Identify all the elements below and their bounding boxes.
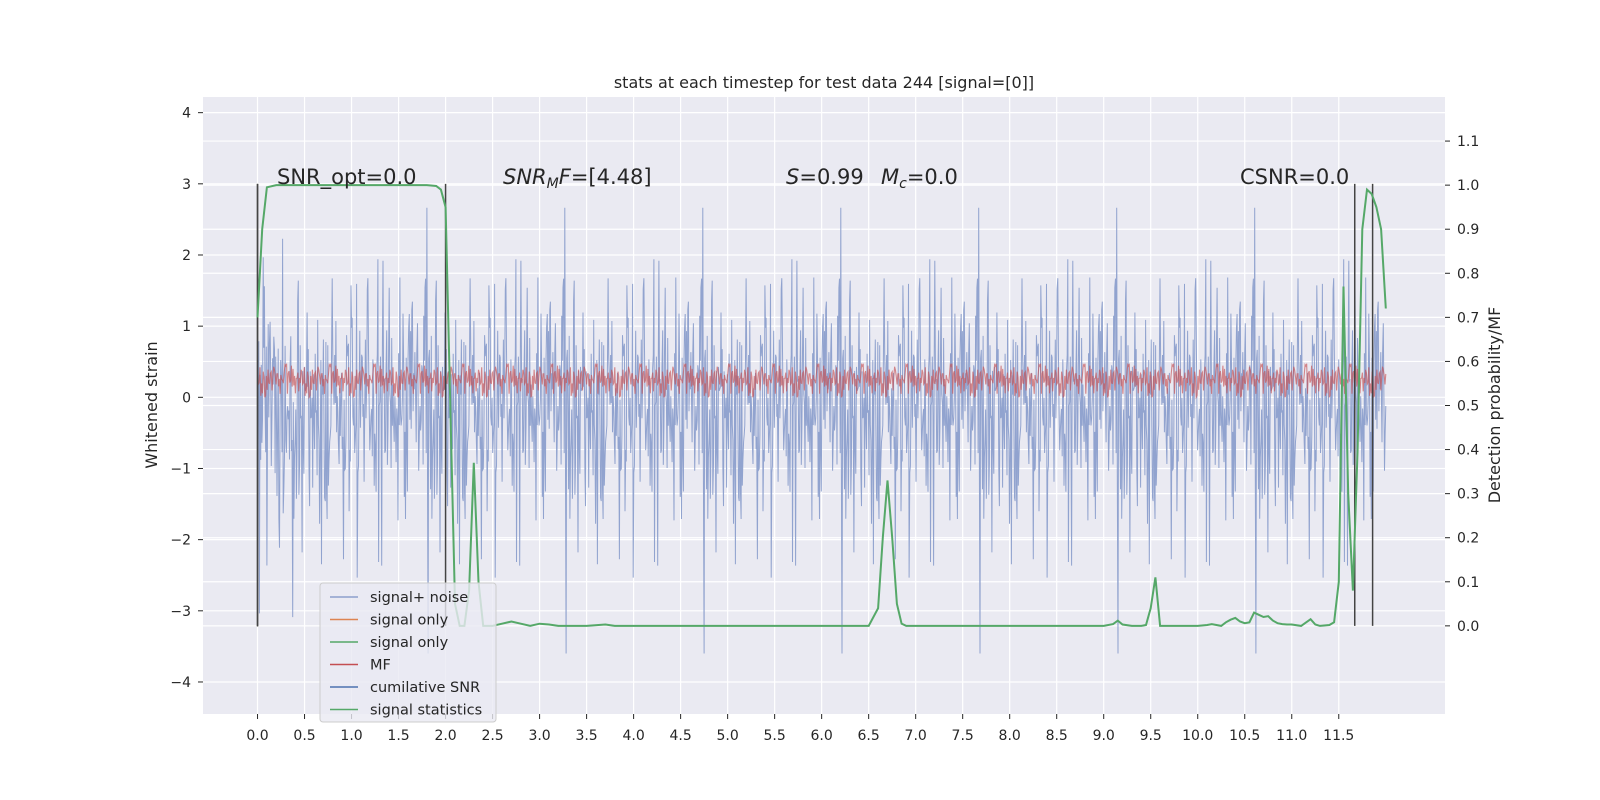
- y-right-tick-label: 1.0: [1457, 178, 1479, 194]
- x-tick-label: 2.5: [481, 728, 503, 744]
- x-tick-label: 4.5: [669, 728, 691, 744]
- legend-label: MF: [370, 658, 391, 674]
- x-tick-label: 8.5: [1046, 728, 1068, 744]
- x-tick-label: 2.0: [434, 728, 456, 744]
- legend: signal+ noise signal only signal only MF cum…: [319, 582, 497, 723]
- y-right-tick-label: 0.0: [1457, 619, 1479, 635]
- y-right-tick-label: 0.7: [1457, 310, 1479, 326]
- x-tick-label: 6.5: [858, 728, 880, 744]
- x-tick-label: 8.0: [999, 728, 1021, 744]
- annotation-csnr: CSNR=0.0: [1240, 165, 1349, 189]
- x-tick-label: 1.5: [387, 728, 409, 744]
- y-tick-label: −1: [170, 461, 191, 477]
- y-tick-label: −2: [170, 533, 191, 549]
- x-tick-label: 6.0: [811, 728, 833, 744]
- signal-statistics-line: [256, 184, 1387, 627]
- x-tick-label: 7.5: [952, 728, 974, 744]
- x-tick-label: 0.5: [293, 728, 315, 744]
- y-axis-right-label: Detection probability/MF: [1485, 307, 1504, 504]
- x-tick-label: 7.0: [905, 728, 927, 744]
- x-tick-label: 10.5: [1229, 728, 1260, 744]
- y-right-tick-label: 0.9: [1457, 222, 1479, 238]
- y-tick-label: 3: [182, 177, 191, 193]
- y-tick-label: 0: [182, 390, 191, 406]
- x-tick-label: 3.5: [575, 728, 597, 744]
- x-tick-label: 11.0: [1276, 728, 1307, 744]
- y-tick-label: −4: [170, 675, 191, 691]
- y-right-tick-label: 0.5: [1457, 399, 1479, 415]
- x-tick-label: 11.5: [1323, 728, 1354, 744]
- legend-box: [319, 582, 497, 723]
- x-tick-label: 10.0: [1182, 728, 1213, 744]
- y-tick-label: 1: [182, 319, 191, 335]
- annotation-snr-opt: SNR_opt=0.0: [277, 165, 417, 190]
- y-tick-label: 2: [182, 248, 191, 264]
- y-axis-right: 1.1 1.0 0.9 0.8 0.7 0.6 0.5 0.4 0.3 0.2 0.1 0.0: [1445, 134, 1479, 635]
- y-right-tick-label: 0.3: [1457, 487, 1479, 503]
- y-axis-left: 4 3 2 1 0 −1 −2 −3 −4: [170, 106, 203, 691]
- series-signal-statistics: [256, 184, 1387, 627]
- legend-label: signal statistics: [370, 703, 482, 719]
- y-right-tick-label: 0.6: [1457, 354, 1479, 370]
- annotation-snr-mf: SNRMF=[4.48]: [503, 165, 652, 192]
- y-tick-label: 4: [182, 106, 191, 122]
- x-tick-label: 0.0: [246, 728, 268, 744]
- x-axis: 0.0 0.5 1.0 1.5 2.0 2.5 3.0 3.5 4.0 4.5 5.0 5.5 6.0 6…: [246, 714, 1354, 744]
- x-tick-label: 3.0: [528, 728, 550, 744]
- chart-title: stats at each timestep for test data 244…: [614, 73, 1034, 92]
- vertical-markers: [256, 183, 1374, 627]
- y-right-tick-label: 0.8: [1457, 266, 1479, 282]
- y-tick-label: −3: [170, 604, 191, 620]
- legend-label: cumilative SNR: [370, 680, 480, 696]
- y-right-tick-label: 1.1: [1457, 134, 1479, 150]
- y-right-tick-label: 0.4: [1457, 443, 1479, 459]
- x-tick-label: 5.0: [716, 728, 738, 744]
- y-right-tick-label: 0.1: [1457, 575, 1479, 591]
- legend-label: signal+ noise: [370, 590, 468, 606]
- annotation-s: S=0.99: [786, 165, 864, 189]
- x-tick-label: 4.0: [622, 728, 644, 744]
- x-tick-label: 5.5: [764, 728, 786, 744]
- y-right-tick-label: 0.2: [1457, 531, 1479, 547]
- x-tick-label: 1.0: [340, 728, 362, 744]
- legend-label: signal only: [370, 613, 449, 629]
- legend-label: signal only: [370, 635, 449, 651]
- y-axis-label: Whitened strain: [142, 341, 161, 468]
- annotation-mc: Mc=0.0: [881, 165, 958, 192]
- x-tick-label: 9.5: [1140, 728, 1162, 744]
- x-tick-label: 9.0: [1093, 728, 1115, 744]
